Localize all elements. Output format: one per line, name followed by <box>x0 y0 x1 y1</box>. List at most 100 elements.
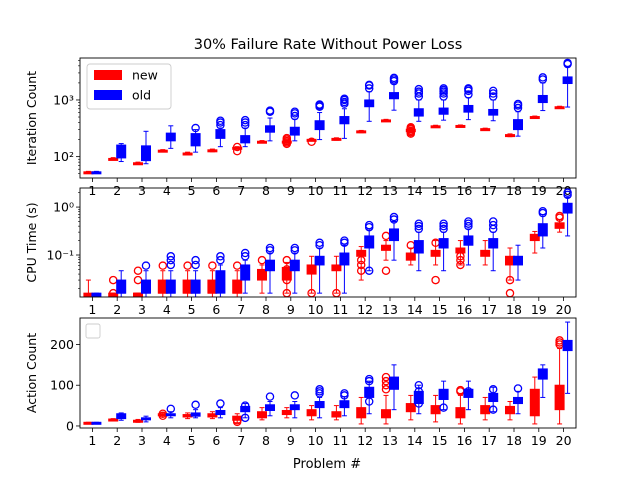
x-tick-label: 6 <box>212 183 220 198</box>
box-old <box>240 264 251 281</box>
x-tick-label: 6 <box>212 302 220 317</box>
plot-area <box>83 58 573 175</box>
x-tick-label: 13 <box>382 302 398 317</box>
outlier-point <box>166 255 176 265</box>
outlier-point <box>166 260 176 270</box>
outlier-point <box>265 106 275 115</box>
x-tick-label: 12 <box>357 433 373 448</box>
outlier-point <box>488 385 498 394</box>
outlier-point <box>232 142 242 152</box>
outlier-point <box>290 243 300 253</box>
box-old <box>513 119 523 131</box>
outlier-point <box>389 215 399 224</box>
x-tick-label: 10 <box>308 302 324 317</box>
outlier-point <box>240 252 250 261</box>
y-tick-label: 10⁻¹ <box>46 248 74 263</box>
outlier-point <box>191 255 200 265</box>
x-tick-label: 5 <box>188 183 196 198</box>
plot-area <box>83 321 573 427</box>
outlier-point <box>513 103 523 113</box>
outlier-point <box>513 384 523 393</box>
box-old <box>438 388 449 400</box>
outlier-point <box>464 217 473 226</box>
box-old <box>389 376 399 390</box>
x-tick-label: 6 <box>212 433 220 448</box>
y-tick-label: 0 <box>66 418 74 433</box>
axes-frame <box>79 187 577 298</box>
y-tick-label: 200 <box>50 337 74 352</box>
y-axis-label: Iteration Count <box>24 71 39 165</box>
x-tick-label: 16 <box>456 183 472 198</box>
x-tick-label: 15 <box>432 183 448 198</box>
box-old <box>116 279 127 294</box>
outlier-point <box>563 58 572 68</box>
outlier-point <box>364 374 374 384</box>
x-tick-label: 14 <box>407 183 423 198</box>
box-old <box>141 145 151 162</box>
x-tick-label: 13 <box>382 183 398 198</box>
outlier-point <box>232 261 242 270</box>
outlier-point <box>356 260 366 270</box>
outlier-point <box>538 73 548 82</box>
box-new <box>232 279 243 294</box>
outlier-point <box>456 252 465 261</box>
x-tick-label: 18 <box>506 302 522 317</box>
box-old <box>488 238 499 249</box>
outlier-point <box>340 389 349 398</box>
box-new <box>455 407 466 419</box>
x-tick-label: 7 <box>237 183 245 198</box>
outlier-point <box>414 387 424 396</box>
box-old <box>91 292 102 297</box>
legend-label-new: new <box>132 68 158 83</box>
x-tick-label: 8 <box>262 433 270 448</box>
outlier-point <box>505 288 515 297</box>
box-old <box>413 240 424 254</box>
outlier-point <box>133 275 143 285</box>
outlier-point <box>488 217 498 226</box>
x-tick-label: 2 <box>113 183 121 198</box>
outlier-point <box>464 90 473 99</box>
outlier-point <box>488 220 498 230</box>
x-tick-label: 12 <box>357 183 373 198</box>
outlier-point <box>290 111 300 121</box>
outlier-point <box>240 115 250 125</box>
x-tick-label: 3 <box>138 183 146 198</box>
box-old <box>562 339 573 352</box>
empty-legend <box>85 323 101 339</box>
x-tick-label: 18 <box>506 183 522 198</box>
outlier-point <box>208 261 217 270</box>
y-tick-label: 100 <box>50 378 74 393</box>
outlier-point <box>108 275 118 285</box>
x-tick-label: 17 <box>481 183 497 198</box>
box-old <box>488 108 499 116</box>
outlier-point <box>414 399 424 408</box>
x-tick-label: 9 <box>287 302 295 317</box>
x-tick-label: 11 <box>332 302 348 317</box>
outlier-point <box>265 246 275 255</box>
x-tick-label: 16 <box>456 302 472 317</box>
box-old <box>537 368 548 380</box>
outlier-point <box>381 231 391 241</box>
box-new <box>257 411 267 419</box>
box-old <box>215 270 226 294</box>
outlier-point <box>183 261 192 270</box>
outlier-point <box>389 73 399 83</box>
plot-area <box>83 188 573 297</box>
outlier-point <box>282 269 292 279</box>
outlier-point <box>464 84 473 93</box>
outlier-point <box>488 405 498 414</box>
outlier-point <box>414 224 424 234</box>
outlier-point <box>315 100 324 109</box>
x-tick-label: 4 <box>163 302 171 317</box>
outlier-point <box>456 255 465 265</box>
outlier-point <box>216 120 225 130</box>
box-old <box>562 76 573 85</box>
outlier-point <box>439 224 448 234</box>
outlier-point <box>464 221 473 231</box>
box-new <box>281 266 292 281</box>
y-axis-label: CPU Time (s) <box>24 202 39 282</box>
outlier-point <box>307 137 316 147</box>
outlier-point <box>216 399 225 408</box>
outlier-point <box>290 246 300 255</box>
